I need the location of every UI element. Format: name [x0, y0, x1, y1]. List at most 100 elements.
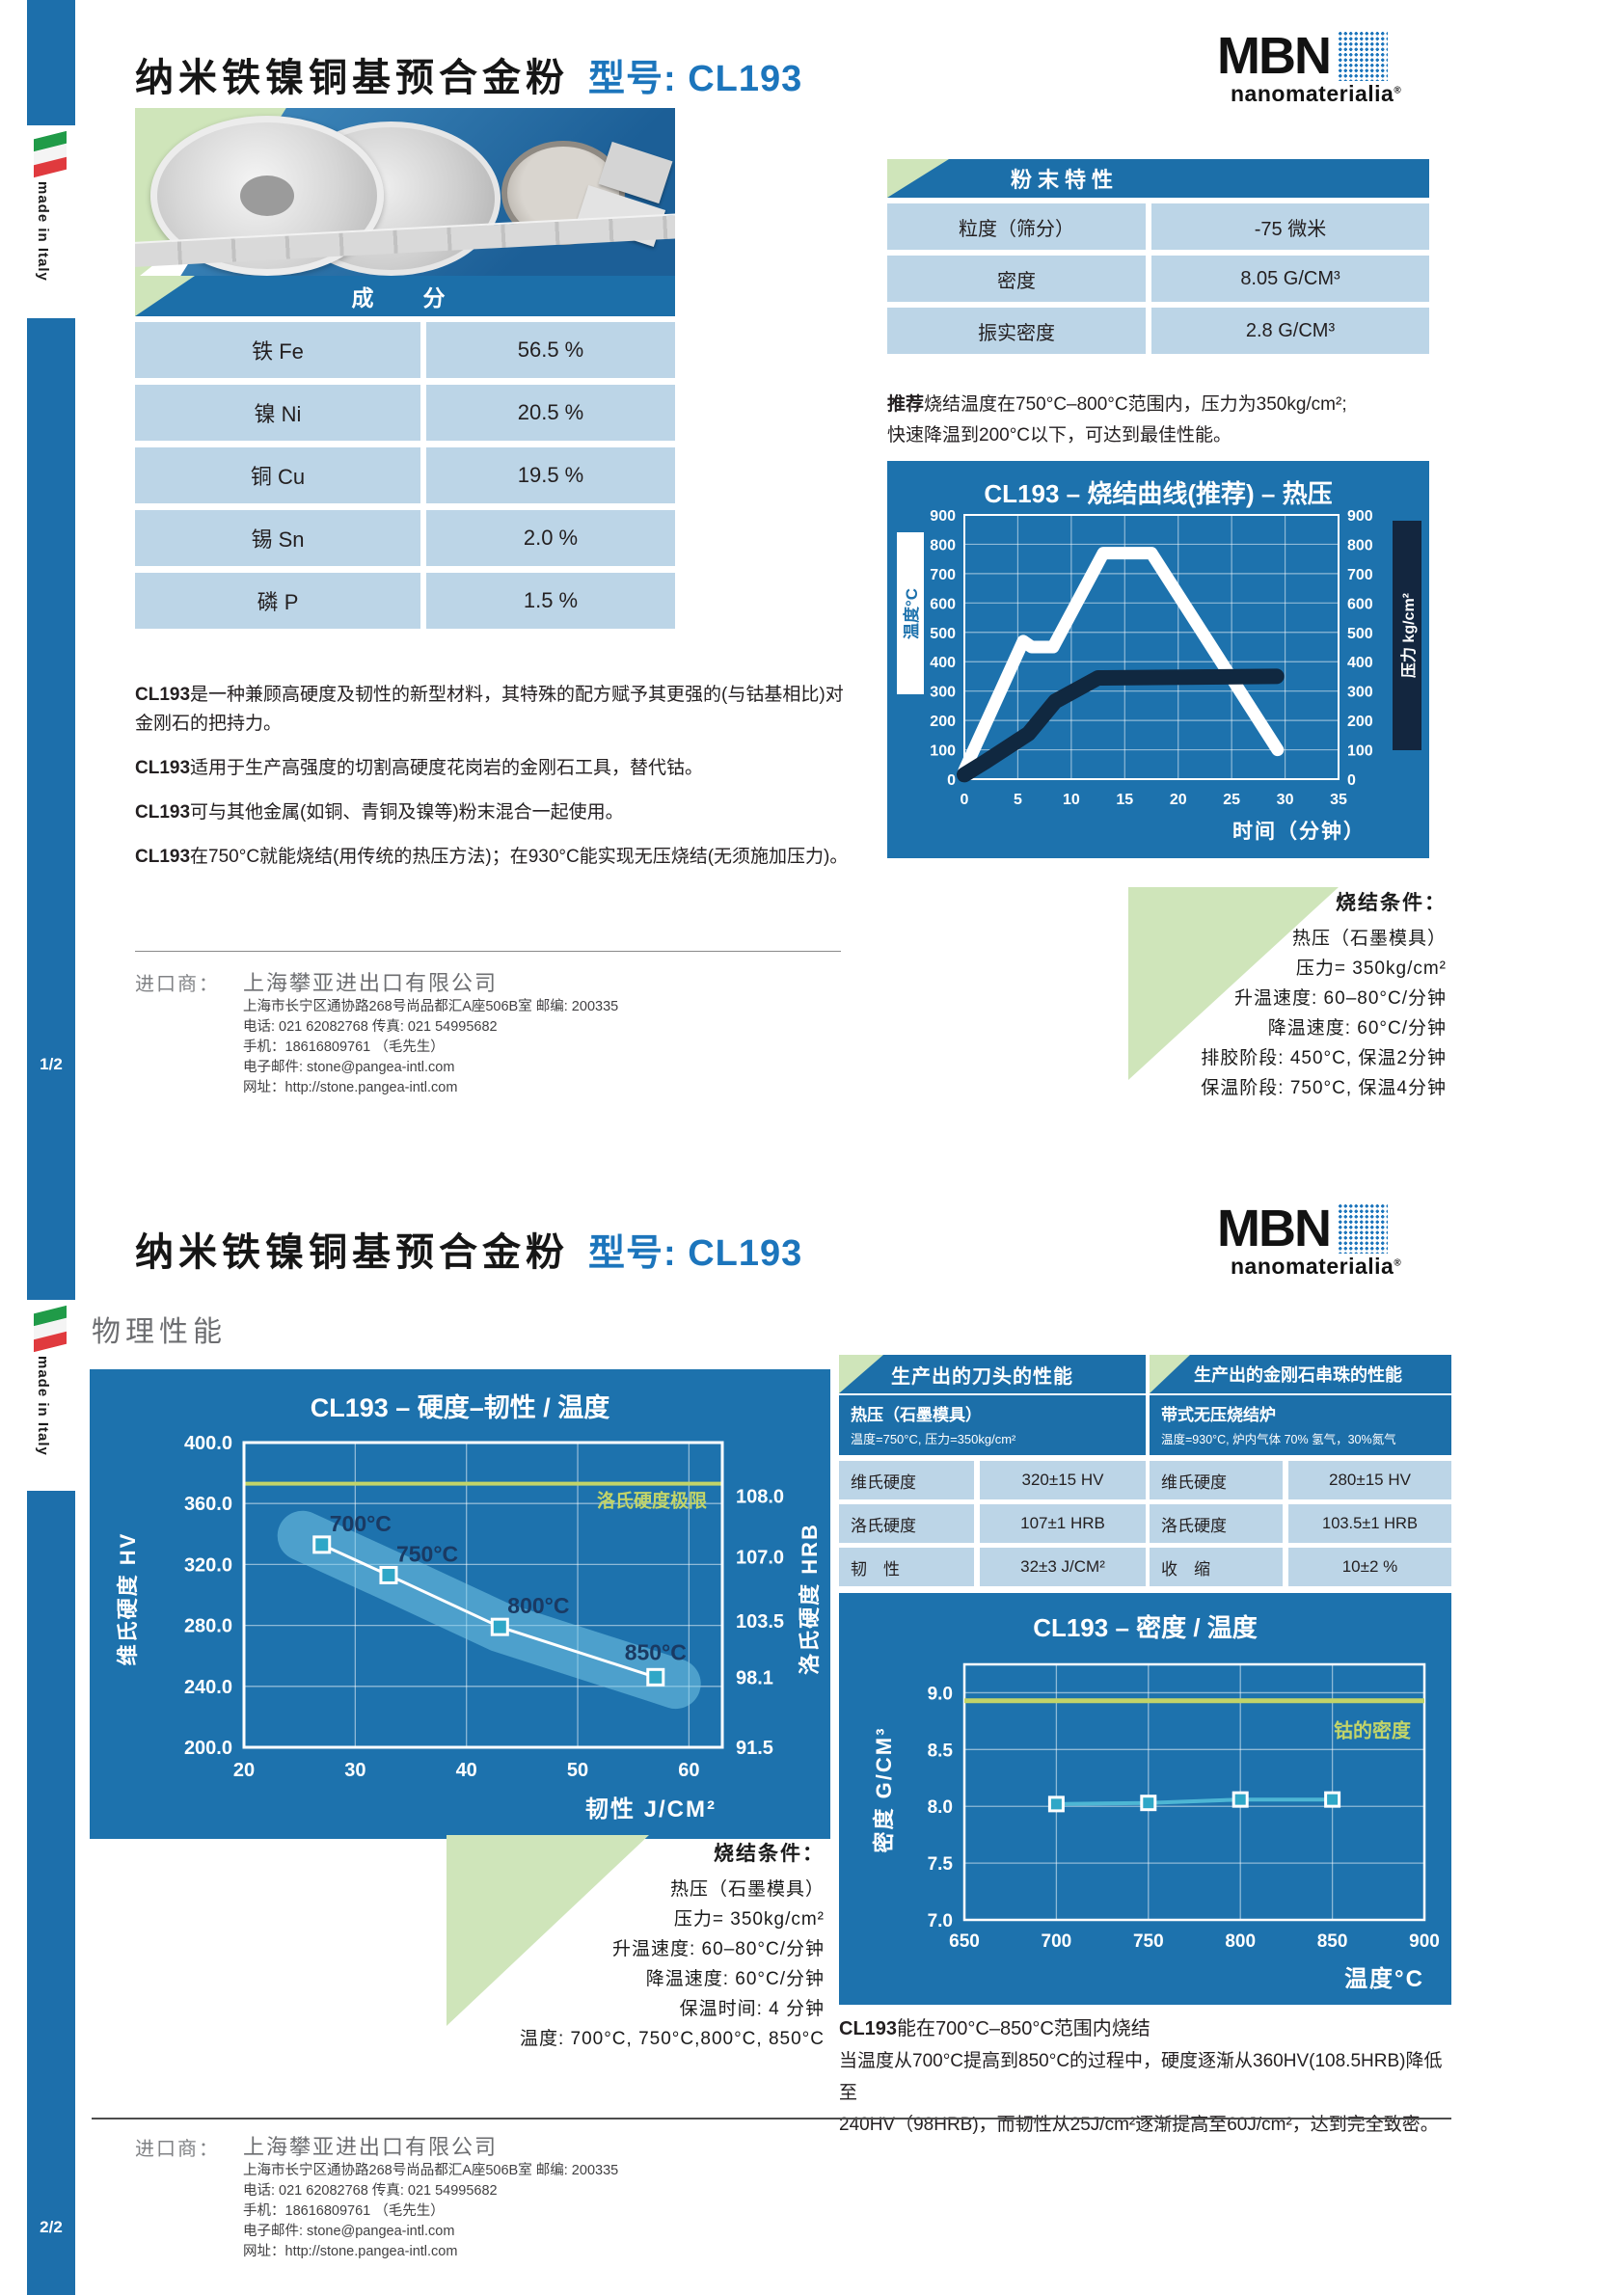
- svg-text:400: 400: [1347, 655, 1373, 671]
- svg-text:600: 600: [1347, 596, 1373, 612]
- svg-text:500: 500: [930, 626, 956, 642]
- condition-line: 热压（石墨模具）: [669, 1879, 825, 1900]
- svg-text:25: 25: [1223, 792, 1240, 808]
- page-title: 纳米铁镍铜基预合金粉 型号: CL193: [135, 1221, 802, 1277]
- element-label: 磷 P: [135, 573, 420, 629]
- powder-table-header: 粉末特性: [887, 159, 1429, 198]
- svg-text:900: 900: [930, 508, 956, 525]
- mbn-logo: MBN nanomaterialia®: [1217, 27, 1458, 107]
- property-label: 洛氏硬度: [839, 1504, 974, 1543]
- powder-properties-table: 粉末特性 粒度（筛分） -75 微米 密度 8.05 G/CM³ 振实密度 2.…: [887, 159, 1429, 354]
- svg-text:200: 200: [1347, 714, 1373, 730]
- product-photo: [135, 108, 675, 280]
- conditions-title: 烧结条件：: [1336, 892, 1447, 914]
- model-number: 型号: CL193: [588, 1233, 803, 1274]
- svg-text:107.0: 107.0: [736, 1548, 784, 1569]
- page-number-1: 1/2: [40, 1055, 63, 1073]
- conditions-title: 烧结条件：: [714, 1843, 825, 1865]
- importer-details: 上海市长宁区通协路268号尚品都汇A座506B室 邮编: 200335 电话: …: [243, 2161, 618, 2262]
- pressure-axis-label: 压力 kg/cm²: [1393, 521, 1421, 750]
- svg-text:35: 35: [1330, 792, 1347, 808]
- condition-line: 保温阶段: 750°C, 保温4分钟: [1201, 1078, 1447, 1098]
- condition-line: 压力= 350kg/cm²: [1295, 958, 1447, 979]
- svg-text:103.5: 103.5: [736, 1611, 784, 1633]
- sintering-conditions: 烧结条件： 热压（石墨模具） 压力= 350kg/cm² 升温速度: 60–80…: [1061, 887, 1447, 1103]
- svg-text:10: 10: [1063, 792, 1080, 808]
- table-row: 密度 8.05 G/CM³: [887, 256, 1429, 302]
- property-value: 107±1 HRB: [980, 1504, 1146, 1543]
- svg-text:700: 700: [1042, 1931, 1072, 1952]
- table-row: 镍 Ni 20.5 %: [135, 385, 675, 441]
- section-subtitle: 物理性能: [92, 1316, 227, 1348]
- element-label: 镍 Ni: [135, 385, 420, 441]
- importer-mobile: 手机：18616809761 （毛先生）: [243, 1040, 445, 1055]
- svg-text:洛氏硬度极限: 洛氏硬度极限: [597, 1490, 707, 1512]
- bead-table-header: 生产出的金刚石串珠的性能: [1150, 1355, 1451, 1393]
- svg-text:360.0: 360.0: [184, 1494, 232, 1515]
- table-row: 磷 P 1.5 %: [135, 573, 675, 629]
- product-name: 纳米铁镍铜基预合金粉: [135, 1231, 569, 1274]
- property-value: 280±15 HV: [1288, 1461, 1451, 1499]
- mbn-subbrand: nanomaterialia®: [1231, 81, 1402, 106]
- table-row: 铜 Cu 19.5 %: [135, 447, 675, 503]
- property-value: 8.05 G/CM³: [1151, 256, 1429, 302]
- sintering-curve-chart: CL193 – 烧结曲线(推荐) – 热压 0 0 100 100 200 200 300 3…: [887, 461, 1429, 858]
- svg-text:700: 700: [1347, 567, 1373, 583]
- svg-text:300: 300: [930, 685, 956, 701]
- property-label: 维氏硬度: [1150, 1461, 1283, 1499]
- chart-title: CL193 – 硬度–韧性 / 温度: [310, 1393, 610, 1422]
- svg-text:100: 100: [930, 743, 956, 760]
- made-in-italy-label: made in Italy: [35, 1356, 51, 1456]
- property-value: 320±15 HV: [980, 1461, 1146, 1499]
- svg-text:9.0: 9.0: [928, 1684, 953, 1704]
- property-label: 维氏硬度: [839, 1461, 974, 1499]
- importer-label: 进口商：: [135, 2139, 220, 2160]
- importer-label: 进口商：: [135, 974, 220, 995]
- condition-line: 热压（石墨模具）: [1291, 929, 1447, 949]
- property-value: 10±2 %: [1288, 1548, 1451, 1586]
- importer-email: 电子邮件: stone@pangea-intl.com: [243, 1060, 455, 1075]
- importer-name: 上海攀亚进出口有限公司: [243, 2135, 499, 2159]
- element-value: 1.5 %: [426, 573, 675, 629]
- svg-text:7.5: 7.5: [928, 1854, 954, 1875]
- svg-text:8.0: 8.0: [928, 1797, 953, 1818]
- page-number-2: 2/2: [40, 2218, 63, 2236]
- chart-plot: 钴的密度 9.0 8.5 8.0 7.5 7.0 650 700 750 800 850 900: [839, 1593, 1451, 2005]
- svg-text:50: 50: [567, 1760, 588, 1781]
- mbn-wordmark: MBN: [1217, 27, 1332, 85]
- svg-text:700°C: 700°C: [330, 1511, 392, 1536]
- svg-text:800°C: 800°C: [507, 1593, 569, 1618]
- svg-text:0: 0: [961, 792, 969, 808]
- table-row: 铁 Fe 56.5 %: [135, 322, 675, 378]
- table-row: 锡 Sn 2.0 %: [135, 510, 675, 566]
- temperature-axis-label: 温度°C: [1344, 1966, 1424, 1992]
- importer-name: 上海攀亚进出口有限公司: [243, 971, 499, 995]
- svg-text:600: 600: [930, 596, 956, 612]
- green-corner-icon: [887, 159, 949, 198]
- importer-website: 网址：http://stone.pangea-intl.com: [243, 1080, 458, 1095]
- svg-text:30: 30: [344, 1760, 365, 1781]
- vickers-axis-label: 维氏硬度 HV: [116, 1531, 140, 1666]
- mbn-subbrand: nanomaterialia®: [1231, 1254, 1402, 1279]
- svg-text:钴的密度: 钴的密度: [1334, 1719, 1412, 1742]
- chart-plot: 0 0 100 100 200 200 300 300 400 400 500 500 600 600 70…: [887, 461, 1429, 858]
- table-row: 洛氏硬度 103.5±1 HRB: [1150, 1504, 1451, 1543]
- table-row: 洛氏硬度 107±1 HRB: [839, 1504, 1146, 1543]
- svg-text:800: 800: [1225, 1931, 1256, 1952]
- description-paragraphs: CL193是一种兼顾高硬度及韧性的新型材料，其特殊的配方赋予其更强的(与钴基相比…: [135, 681, 851, 887]
- table-row: 收 缩 10±2 %: [1150, 1548, 1451, 1586]
- condition-line: 升温速度: 60–80°C/分钟: [612, 1939, 825, 1959]
- divider: [92, 2118, 1451, 2120]
- temperature-axis-label: 温度°C: [897, 532, 924, 694]
- svg-text:750°C: 750°C: [396, 1541, 458, 1566]
- svg-text:0: 0: [947, 772, 956, 789]
- importer-phone-fax: 电话: 021 62082768 传真: 021 54995682: [243, 2183, 498, 2199]
- importer-email: 电子邮件: stone@pangea-intl.com: [243, 2224, 455, 2239]
- process-label: 热压（石墨模具）: [851, 1406, 982, 1424]
- svg-text:8.5: 8.5: [928, 1741, 954, 1761]
- recommendation-text: 推荐烧结温度在750°C–800°C范围内，压力为350kg/cm²; 快速降温…: [887, 394, 1347, 446]
- sintering-conditions: 烧结条件： 热压（石墨模具） 压力= 350kg/cm² 升温速度: 60–80…: [439, 1838, 825, 2054]
- svg-text:850°C: 850°C: [625, 1639, 687, 1664]
- condition-line: 排胶阶段: 450°C, 保温2分钟: [1201, 1048, 1447, 1068]
